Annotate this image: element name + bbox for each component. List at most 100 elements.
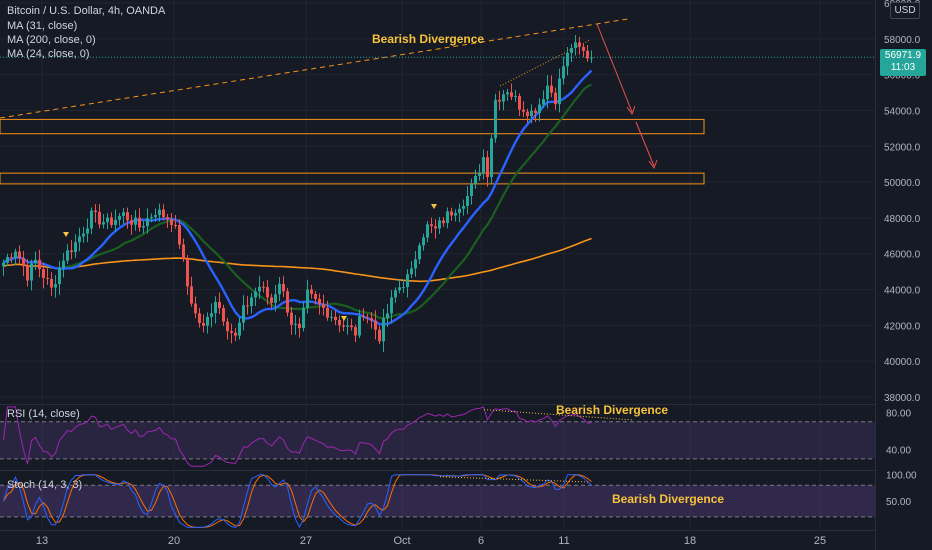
projection-arrowhead (626, 105, 636, 116)
ma24-line (2, 83, 592, 320)
candle-body (70, 250, 73, 253)
candle-body (366, 317, 369, 319)
candle-body (534, 110, 537, 113)
last-price-value: 56971.9 (884, 50, 922, 61)
signal-marker (63, 232, 69, 237)
candle-body (258, 286, 261, 292)
rsi-band (0, 421, 875, 459)
candle-body (578, 42, 581, 47)
candle-body (390, 297, 393, 314)
candle-body (78, 236, 81, 243)
candle-body (410, 268, 413, 275)
ma31-line (2, 69, 593, 326)
candle-body (470, 184, 473, 196)
price-tick-label: 58000.0 (884, 35, 921, 46)
candle-body (382, 318, 385, 342)
price-tick-label: 38000.0 (884, 393, 921, 404)
candle-body (138, 217, 141, 228)
price-tick-label: 42000.0 (884, 321, 921, 332)
candle-body (178, 225, 181, 245)
candle-body (166, 217, 169, 220)
currency-badge: USD (890, 2, 920, 19)
candle-body (526, 111, 529, 117)
candle-body (158, 209, 161, 216)
candle-body (478, 173, 481, 176)
candle-body (358, 316, 361, 336)
candle-body (230, 331, 233, 333)
candle-body (298, 323, 301, 329)
candle-body (222, 308, 225, 322)
candle-body (34, 259, 37, 264)
stoch-tick-label: 100.00 (886, 471, 917, 482)
legend-ma31: MA (31, close) (7, 20, 78, 32)
currency-label: USD (894, 5, 916, 16)
candle-body (302, 307, 305, 329)
candle-body (538, 104, 541, 113)
candles (2, 35, 593, 352)
candle-body (74, 242, 77, 253)
stoch-divergence-label: Bearish Divergence (612, 492, 725, 506)
candle-body (86, 228, 89, 234)
time-tick-label: 6 (478, 535, 484, 547)
time-tick-label: 13 (36, 535, 48, 547)
candle-body (362, 316, 365, 318)
candle-body (94, 210, 97, 213)
candle-body (402, 287, 405, 289)
resistance-zone-box (0, 118, 705, 135)
signal-marker (431, 204, 437, 209)
candle-body (118, 215, 121, 220)
candle-body (418, 245, 421, 260)
candle-body (58, 268, 61, 285)
candle-body (406, 274, 409, 288)
support-zone-box (0, 172, 705, 185)
candle-body (542, 99, 545, 105)
candle-body (234, 332, 237, 336)
rsi-divergence-line (483, 409, 633, 421)
price-tick-label: 48000.0 (884, 214, 921, 225)
time-tick-label: 18 (684, 535, 696, 547)
candle-body (262, 286, 265, 288)
candle-body (314, 293, 317, 299)
price-tick-label: 50000.0 (884, 178, 921, 189)
candle-body (574, 42, 577, 49)
candle-body (50, 278, 53, 288)
candle-body (90, 210, 93, 229)
last-price-badge: 56971.9 11:03 (880, 49, 926, 76)
candle-body (438, 220, 441, 229)
projection-arrow (596, 23, 633, 113)
candle-body (502, 94, 505, 102)
candle-body (422, 237, 425, 246)
candle-body (442, 220, 445, 224)
candle-body (38, 259, 41, 270)
candle-body (570, 48, 573, 53)
candle-body (150, 216, 153, 219)
price-tick-label: 52000.0 (884, 142, 921, 153)
candle-body (338, 319, 341, 326)
candle-body (170, 219, 173, 225)
candle-body (370, 318, 373, 321)
candle-body (14, 251, 17, 258)
time-tick-label: 20 (168, 535, 180, 547)
price-tick-label: 56000.0 (884, 71, 921, 82)
stoch-band (0, 485, 875, 517)
candle-body (110, 217, 113, 225)
time-tick-label: 27 (300, 535, 312, 547)
candle-body (202, 323, 205, 326)
candle-body (426, 224, 429, 238)
candle-body (482, 157, 485, 174)
candle-body (226, 321, 229, 332)
candle-body (414, 259, 417, 269)
candle-body (114, 219, 117, 225)
candle-body (294, 323, 297, 325)
candle-body (146, 218, 149, 227)
candle-body (46, 277, 49, 279)
candle-body (282, 283, 285, 292)
ma200-line (3, 237, 592, 283)
candle-body (522, 109, 525, 112)
candle-body (306, 289, 309, 308)
price-tick-label: 44000.0 (884, 286, 921, 297)
candle-body (266, 287, 269, 298)
stoch-pane-label: Stoch (14, 3, 3) (7, 479, 83, 491)
candle-body (270, 297, 273, 303)
